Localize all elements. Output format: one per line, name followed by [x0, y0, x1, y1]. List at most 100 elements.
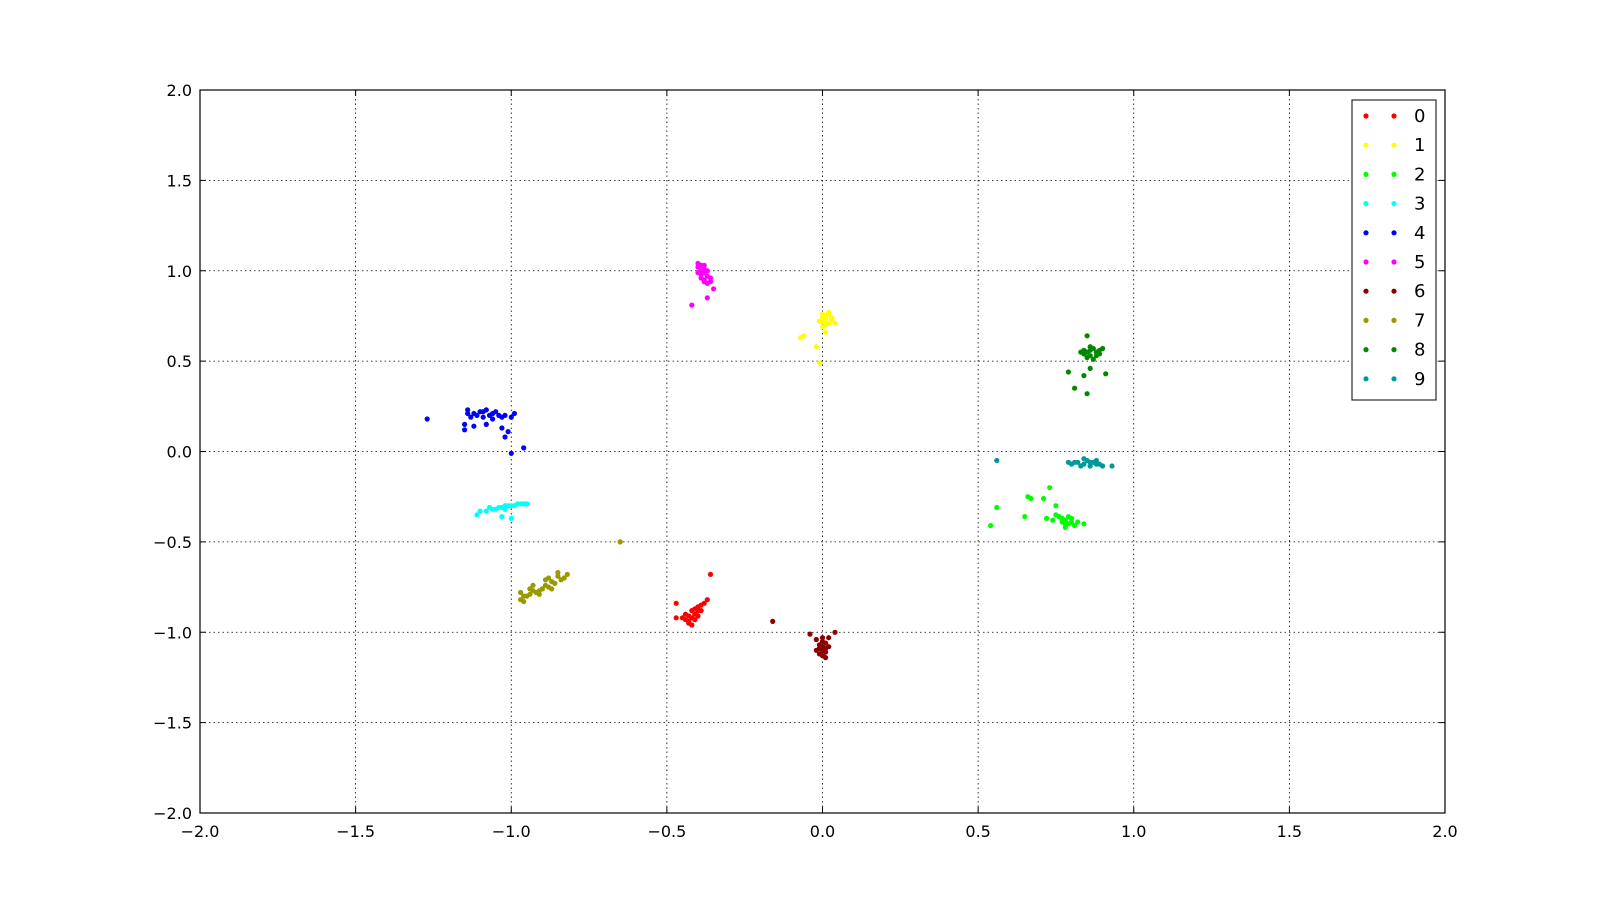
series-0 [673, 571, 714, 628]
data-point-class-7 [527, 586, 533, 592]
data-point-class-3 [474, 512, 480, 518]
data-point-class-0 [707, 571, 714, 578]
data-point-class-4 [486, 412, 493, 418]
data-point-class-8 [1084, 333, 1090, 339]
data-point-class-3 [511, 503, 517, 509]
data-point-class-0 [704, 597, 710, 603]
data-point-class-7 [617, 539, 623, 545]
legend-marker [1363, 347, 1369, 353]
series-3 [474, 501, 530, 522]
legend-marker [1391, 230, 1397, 236]
data-point-class-4 [505, 429, 511, 435]
y-tick-label: 0.0 [167, 443, 192, 462]
data-point-class-4 [502, 434, 508, 440]
axis-ticks: −2.0 −1.5 −1.0 −0.5 0.0 0.5 1.0 1.5 2.0 −2.0 −1.5 −… [153, 81, 1458, 841]
legend-marker [1391, 317, 1397, 323]
data-point-class-1 [816, 318, 823, 324]
y-tick-label: −1.0 [153, 623, 192, 642]
data-point-class-2 [1040, 495, 1047, 502]
legend-marker [1363, 288, 1369, 294]
y-tick-label: 1.5 [167, 171, 192, 190]
data-point-class-9 [994, 457, 1000, 464]
x-tick-label: 1.0 [1121, 822, 1146, 841]
data-point-class-9 [1109, 463, 1115, 469]
data-point-class-2 [1075, 519, 1081, 525]
data-point-class-1 [823, 329, 829, 335]
data-point-class-7 [549, 586, 555, 592]
data-point-class-3 [502, 506, 508, 512]
data-point-class-4 [424, 416, 430, 422]
y-tick-label: −2.0 [153, 804, 192, 823]
data-point-class-2 [1081, 521, 1087, 527]
data-point-class-9 [1087, 463, 1093, 469]
data-point-class-8 [1087, 344, 1093, 350]
data-point-class-6 [826, 635, 832, 641]
data-point-class-8 [1072, 385, 1078, 391]
data-point-class-0 [673, 600, 679, 606]
data-point-class-9 [1093, 457, 1099, 464]
legend-label: 3 [1414, 194, 1425, 215]
data-point-class-1 [826, 311, 832, 317]
y-tick-label: −1.5 [153, 714, 192, 733]
data-point-class-7 [561, 575, 567, 581]
series-5 [689, 260, 717, 308]
legend-marker [1391, 376, 1397, 382]
data-point-class-2 [1053, 512, 1059, 518]
data-point-class-2 [1072, 523, 1078, 529]
series-9 [994, 456, 1115, 469]
data-point-class-6 [823, 640, 829, 646]
data-point-class-1 [813, 344, 819, 350]
series-2 [988, 485, 1087, 531]
data-point-class-5 [704, 295, 710, 301]
data-point-class-4 [462, 427, 468, 433]
legend-marker [1363, 113, 1369, 119]
y-tick-label: −0.5 [153, 533, 192, 552]
legend-marker [1391, 288, 1397, 294]
legend-label: 8 [1414, 340, 1425, 361]
data-point-class-9 [1081, 456, 1087, 462]
x-tick-label: −2.0 [181, 822, 220, 841]
data-point-class-4 [462, 421, 468, 427]
legend-marker [1391, 142, 1397, 148]
x-tick-label: −1.5 [336, 822, 375, 841]
y-tick-label: 2.0 [167, 81, 192, 100]
data-point-class-2 [1062, 524, 1068, 531]
legend-marker [1363, 317, 1369, 323]
data-point-class-6 [832, 629, 838, 635]
data-point-class-0 [682, 611, 689, 617]
data-point-class-0 [698, 608, 704, 614]
data-point-class-7 [542, 582, 549, 588]
legend-label: 9 [1414, 369, 1425, 390]
series-6 [770, 618, 838, 661]
data-point-class-5 [689, 302, 695, 308]
x-tick-label: −0.5 [647, 822, 686, 841]
legend-marker [1363, 171, 1369, 177]
data-point-class-2 [1028, 495, 1034, 502]
data-point-class-3 [508, 515, 514, 522]
data-point-class-8 [1100, 345, 1106, 352]
legend-label: 0 [1414, 106, 1425, 127]
data-point-class-3 [524, 501, 530, 507]
legend-label: 2 [1414, 164, 1425, 185]
data-point-class-4 [511, 410, 517, 417]
data-point-class-5 [707, 275, 714, 281]
data-point-class-7 [555, 570, 561, 576]
data-point-class-5 [704, 280, 710, 286]
legend-marker [1363, 376, 1369, 382]
x-tick-label: 0.0 [810, 822, 835, 841]
data-point-class-2 [988, 523, 994, 529]
data-point-class-7 [536, 591, 542, 597]
series-1 [798, 309, 838, 366]
data-point-class-1 [816, 360, 823, 366]
data-point-class-8 [1090, 356, 1096, 362]
data-point-class-4 [465, 410, 471, 417]
y-tick-label: 1.0 [167, 262, 192, 281]
data-point-class-6 [823, 649, 829, 655]
legend-marker [1391, 113, 1397, 119]
data-point-class-4 [508, 450, 514, 456]
data-point-class-0 [701, 600, 707, 606]
data-point-class-3 [477, 508, 483, 514]
legend-label: 4 [1414, 223, 1425, 244]
series-8 [1065, 333, 1109, 397]
